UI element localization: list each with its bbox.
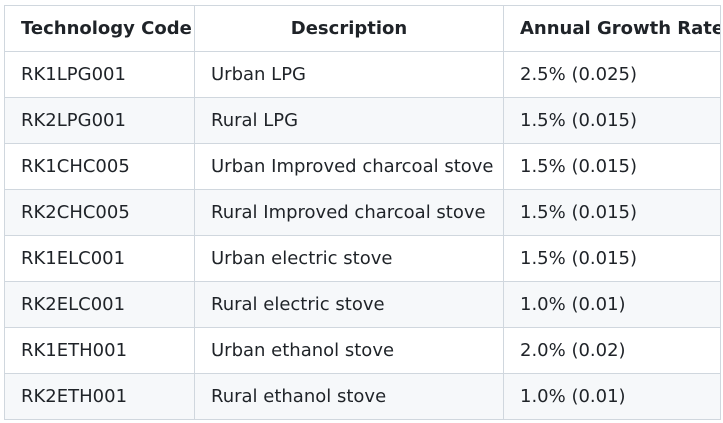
cell-technology-code: RK2LPG001 (4, 97, 195, 144)
table-row: RK2ELC001 Rural electric stove 1.0% (0.0… (4, 281, 721, 328)
table-body: RK1LPG001 Urban LPG 2.5% (0.025) RK2LPG0… (4, 51, 721, 420)
cell-technology-code: RK2ETH001 (4, 373, 195, 420)
table-row: RK1ETH001 Urban ethanol stove 2.0% (0.02… (4, 327, 721, 374)
cell-description: Rural electric stove (194, 281, 504, 328)
table-row: RK2LPG001 Rural LPG 1.5% (0.015) (4, 97, 721, 144)
cell-description: Urban LPG (194, 51, 504, 98)
cell-description: Urban ethanol stove (194, 327, 504, 374)
cell-technology-code: RK1LPG001 (4, 51, 195, 98)
cell-growth-rate: 1.5% (0.015) (503, 189, 721, 236)
cell-description: Urban Improved charcoal stove (194, 143, 504, 190)
cell-technology-code: RK1ELC001 (4, 235, 195, 282)
table-row: RK1LPG001 Urban LPG 2.5% (0.025) (4, 51, 721, 98)
cell-technology-code: RK1ETH001 (4, 327, 195, 374)
cell-description: Rural ethanol stove (194, 373, 504, 420)
cell-growth-rate: 1.0% (0.01) (503, 373, 721, 420)
technology-growth-table: Technology Code Description Annual Growt… (4, 5, 721, 420)
header-technology-code: Technology Code (4, 5, 195, 52)
cell-growth-rate: 1.0% (0.01) (503, 281, 721, 328)
cell-growth-rate: 1.5% (0.015) (503, 235, 721, 282)
cell-growth-rate: 1.5% (0.015) (503, 143, 721, 190)
cell-technology-code: RK2CHC005 (4, 189, 195, 236)
table-row: RK2ETH001 Rural ethanol stove 1.0% (0.01… (4, 373, 721, 420)
cell-growth-rate: 2.5% (0.025) (503, 51, 721, 98)
table-row: RK2CHC005 Rural Improved charcoal stove … (4, 189, 721, 236)
header-row: Technology Code Description Annual Growt… (4, 5, 721, 52)
cell-description: Urban electric stove (194, 235, 504, 282)
cell-technology-code: RK1CHC005 (4, 143, 195, 190)
cell-growth-rate: 2.0% (0.02) (503, 327, 721, 374)
table-header: Technology Code Description Annual Growt… (4, 5, 721, 52)
cell-technology-code: RK2ELC001 (4, 281, 195, 328)
cell-description: Rural Improved charcoal stove (194, 189, 504, 236)
cell-growth-rate: 1.5% (0.015) (503, 97, 721, 144)
table-row: RK1CHC005 Urban Improved charcoal stove … (4, 143, 721, 190)
header-annual-growth-rate: Annual Growth Rate (503, 5, 721, 52)
table-row: RK1ELC001 Urban electric stove 1.5% (0.0… (4, 235, 721, 282)
cell-description: Rural LPG (194, 97, 504, 144)
header-description: Description (194, 5, 504, 52)
table-container: Technology Code Description Annual Growt… (4, 5, 721, 420)
